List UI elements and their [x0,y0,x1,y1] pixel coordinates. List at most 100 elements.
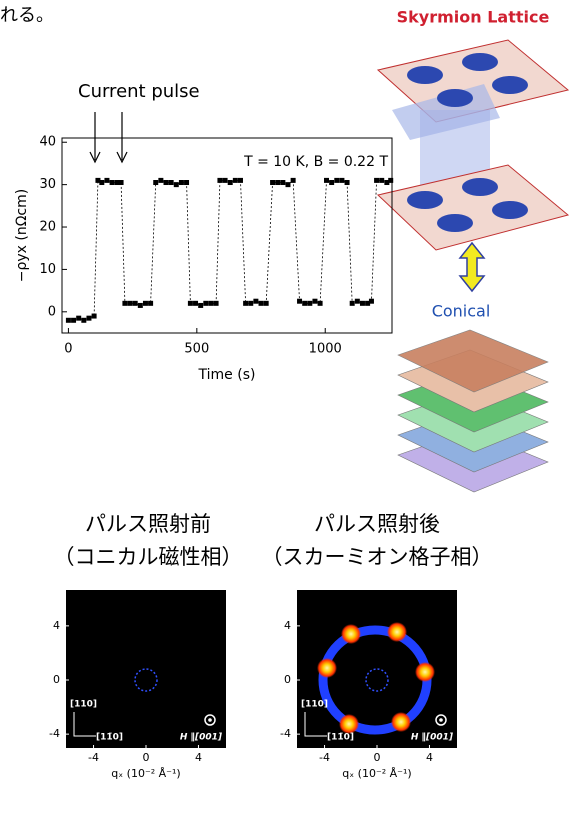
direction-label: [11̄0] [96,733,123,743]
y-tick-label: 0 [53,673,60,686]
data-point [238,178,243,183]
bragg-peak [317,658,337,678]
data-point [374,178,379,183]
y-tick-label: 40 [39,135,56,150]
y-tick-label: 4 [284,619,291,632]
x-tick-label: 4 [195,751,202,764]
y-tick-label: 20 [39,220,56,235]
data-point [259,301,264,306]
data-point [318,301,323,306]
field-label: H ∥[001] [180,733,223,743]
bragg-peak [391,712,411,732]
data-point [99,180,104,185]
data-point [312,299,317,304]
data-point [270,180,275,185]
page: れる。 Current pulse Skyrmion Lattice Conic… [0,0,572,814]
direction-label: [110] [301,700,328,710]
direction-label: [110] [70,700,97,710]
data-point [388,178,393,183]
data-point [138,303,143,308]
panel-title: パルス照射後 [314,512,440,536]
data-point [355,299,360,304]
annotation: Current pulse [78,81,200,102]
data-point [379,178,384,183]
data-point [329,180,334,185]
y-tick-label: -4 [280,727,291,740]
y-tick-label: 0 [48,304,56,319]
data-point [307,301,312,306]
data-point [243,301,248,306]
x-axis-label: Time (s) [198,367,256,383]
data-point [66,318,71,323]
data-point [248,301,253,306]
x-tick-label: 0 [64,342,72,357]
panel-subtitle: （コニカル磁性相） [54,545,243,569]
skyrmion-label: Skyrmion Lattice [397,8,550,27]
pulse-arrows [90,112,127,162]
header-text: れる。 [0,5,54,26]
data-point [128,301,133,306]
data-point [233,178,238,183]
data-point [223,178,228,183]
x-tick-label: 0 [374,751,381,764]
x-tick-label: -4 [88,751,99,764]
data-point [264,301,269,306]
data-point [253,299,258,304]
x-axis-label: qₓ (10⁻² Å⁻¹) [111,767,180,780]
data-point [71,318,76,323]
data-point [169,180,174,185]
x-tick-label: 1000 [309,342,342,357]
x-tick-label: 0 [143,751,150,764]
y-tick-label: 10 [39,262,56,277]
field-dot [439,718,443,722]
data-point [92,314,97,319]
data-point [280,180,285,185]
x-tick-label: -4 [319,751,330,764]
data-point [217,178,222,183]
y-tick-label: 0 [284,673,291,686]
data-point [164,180,169,185]
data-line [68,180,390,320]
data-point [153,180,158,185]
data-point [369,299,374,304]
bragg-peak [415,662,435,682]
y-axis-label: −ρyx (nΩcm) [14,189,30,282]
panel-subtitle: （スカーミオン格子相） [262,545,493,569]
data-point [122,301,127,306]
detector-image [66,590,226,748]
panel-title: パルス照射前 [85,512,211,536]
x-axis-label: qₓ (10⁻² Å⁻¹) [342,767,411,780]
data-point [285,182,290,187]
conical-illustration [398,330,548,492]
data-point [148,301,153,306]
bragg-peak [387,622,407,642]
data-point [302,301,307,306]
data-point [228,180,233,185]
data-point [184,180,189,185]
data-point [174,182,179,187]
data-point [193,301,198,306]
data-point [179,180,184,185]
data-point [297,299,302,304]
data-point [203,301,208,306]
double-arrow [460,243,484,291]
field-label: H ∥[001] [411,733,454,743]
x-tick-label: 4 [426,751,433,764]
data-point [324,178,329,183]
data-point [334,178,339,183]
data-point [86,316,91,321]
data-point [110,180,115,185]
data-point [345,180,350,185]
field-dot [208,718,212,722]
data-point [339,178,344,183]
y-tick-label: -4 [49,727,60,740]
direction-label: [11̄0] [327,733,354,743]
y-tick-label: 30 [39,177,56,192]
y-tick-label: 4 [53,619,60,632]
data-point [143,301,148,306]
x-tick-label: 500 [184,342,209,357]
data-point [158,178,163,183]
data-point [208,301,213,306]
data-point [275,180,280,185]
data-point [76,316,81,321]
